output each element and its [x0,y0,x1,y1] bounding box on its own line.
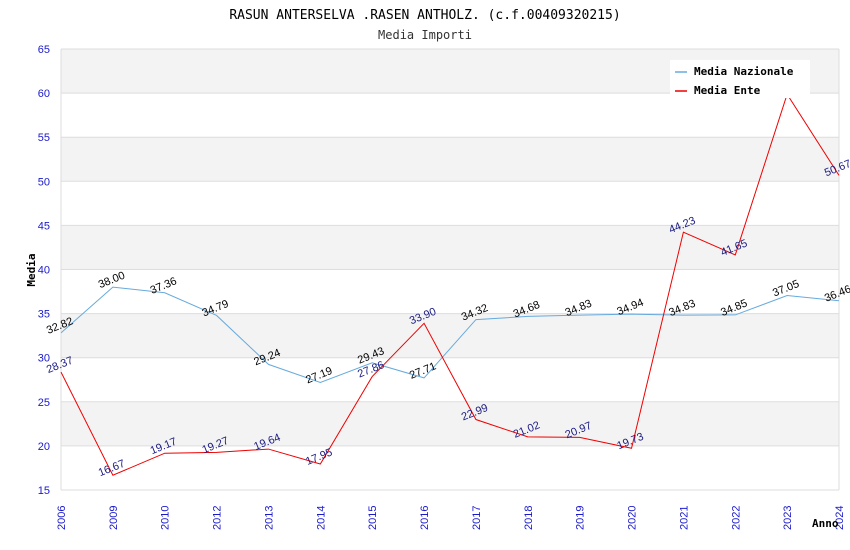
x-tick-label: 2016 [419,506,431,530]
x-tick-label: 2017 [471,506,483,530]
y-tick-label: 35 [38,309,50,321]
chart-title: RASUN ANTERSELVA .RASEN ANTHOLZ. (c.f.00… [229,8,620,23]
x-tick-label: 2022 [730,506,742,530]
grid-band [61,357,839,402]
y-tick-label: 60 [38,88,50,100]
y-tick-label: 20 [38,441,50,453]
grid-band [61,269,839,314]
grid-band [61,313,839,358]
gridlines [60,48,840,491]
x-tick-label: 2023 [782,506,794,530]
grid-band [61,137,839,182]
x-tick-label: 2019 [575,506,587,530]
y-tick-label: 30 [38,353,50,365]
x-tick-label: 2018 [523,506,535,530]
grid-bands [61,49,839,490]
y-tick-label: 25 [38,397,50,409]
y-tick-label: 55 [38,132,50,144]
y-tick-label: 50 [38,176,50,188]
x-tick-label: 2010 [160,506,172,530]
grid-band [61,181,839,226]
x-tick-label: 2014 [315,506,327,530]
x-tick-label: 2021 [678,506,690,530]
x-tick-label: 2024 [834,506,846,530]
legend-box [670,60,810,98]
grid-band [61,93,839,138]
legend: Media Nazionale Media Ente [670,60,810,98]
x-tick-label: 2020 [627,506,639,530]
x-tick-label: 2015 [367,506,379,530]
y-axis-label: Media [25,253,38,286]
x-axis-ticks: 2006 2009 2010 2012 2013 2014 2015 2016 2017 2018… [56,506,846,530]
series-lines [60,93,840,476]
y-tick-label: 40 [38,265,50,277]
legend-label-nazionale: Media Nazionale [694,65,794,78]
y-axis-ticks: 15 20 25 30 35 40 45 50 55 60 65 [38,44,50,497]
y-tick-label: 15 [38,485,50,497]
x-tick-label: 2013 [263,506,275,530]
y-tick-label: 45 [38,220,50,232]
grid-band [61,225,839,270]
x-tick-label: 2006 [56,506,68,530]
y-tick-label: 65 [38,44,50,56]
grid-band [61,401,839,446]
series-line-ente [60,93,840,476]
x-axis-label: Anno [812,517,839,530]
legend-label-ente: Media Ente [694,84,761,97]
series-line-nazionale [60,286,840,384]
x-tick-label: 2012 [212,506,224,530]
chart-subtitle: Media Importi [378,28,472,42]
x-tick-label: 2009 [108,506,120,530]
